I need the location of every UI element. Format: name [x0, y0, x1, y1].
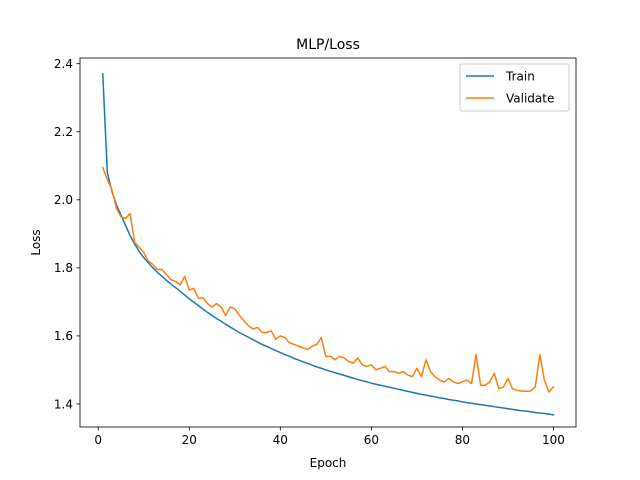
x-tick-label: 60 — [364, 433, 379, 447]
x-axis-label: Epoch — [310, 456, 347, 470]
y-tick-label: 2.0 — [54, 193, 73, 207]
x-tick-label: 100 — [542, 433, 565, 447]
x-tick-label: 0 — [94, 433, 102, 447]
y-tick-label: 2.2 — [54, 125, 73, 139]
y-axis-label: Loss — [29, 229, 43, 255]
y-tick-label: 1.6 — [54, 329, 73, 343]
y-axis-ticks: 1.4 1.6 1.8 2.0 2.2 2.4 — [54, 57, 80, 411]
series-group — [101, 73, 555, 416]
chart-title: MLP/Loss — [296, 37, 360, 53]
series-line-train — [101, 73, 555, 416]
plot-area — [80, 58, 576, 427]
x-axis-ticks: 0 20 40 60 80 100 — [94, 427, 565, 447]
x-tick-label: 20 — [182, 433, 197, 447]
x-tick-label: 80 — [455, 433, 470, 447]
y-tick-label: 2.4 — [54, 57, 73, 71]
y-tick-label: 1.8 — [54, 261, 73, 275]
legend-label-train: Train — [505, 70, 535, 84]
legend: Train Validate — [459, 63, 570, 112]
legend-label-validate: Validate — [506, 92, 554, 106]
x-tick-label: 40 — [273, 433, 288, 447]
y-tick-label: 1.4 — [54, 397, 73, 411]
plot-frame — [79, 57, 577, 428]
series-line-validate — [101, 166, 555, 393]
